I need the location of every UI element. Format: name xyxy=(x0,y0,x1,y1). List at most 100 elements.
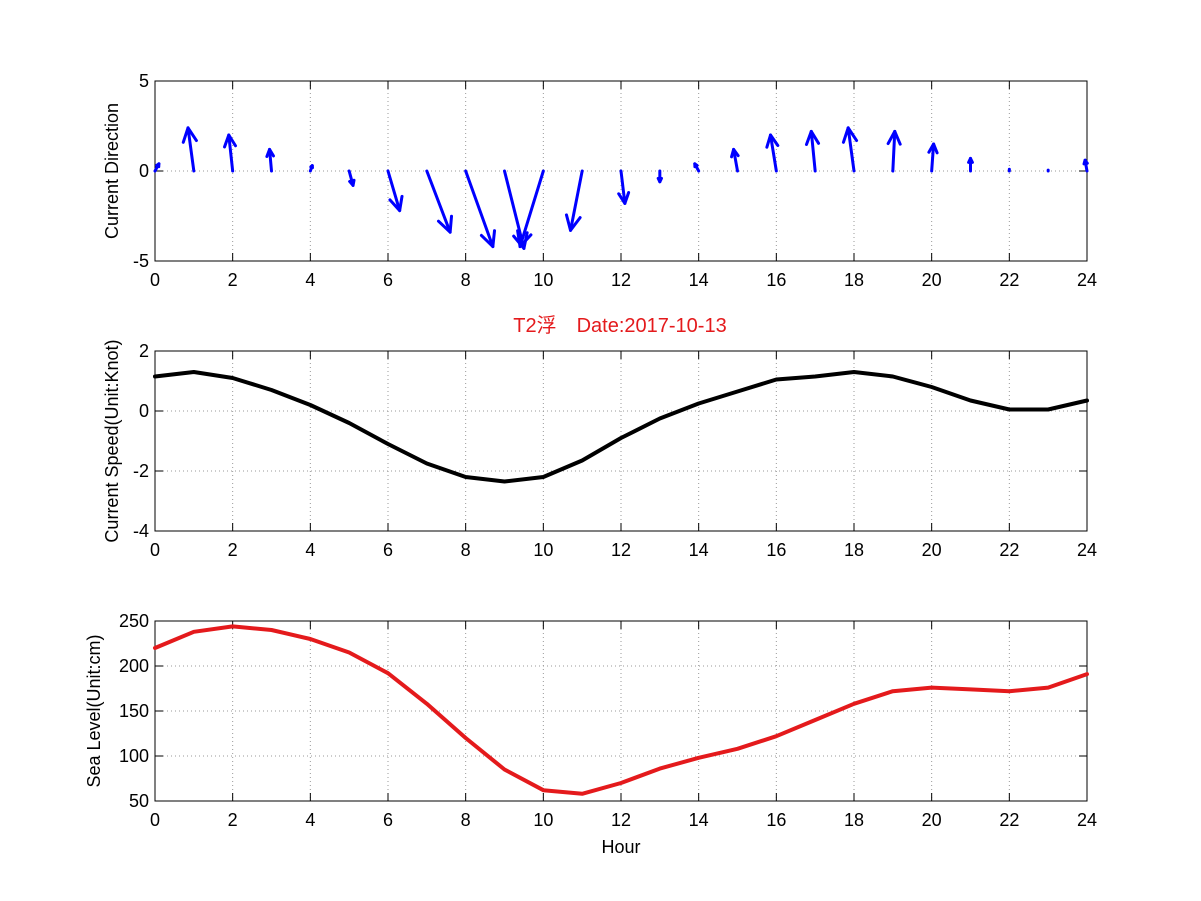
quiver-arrow-head xyxy=(927,142,939,155)
quiver-arrow-shaft xyxy=(809,129,817,173)
y-axis-label: Current Direction xyxy=(102,103,122,239)
x-tick-label: 4 xyxy=(305,810,315,830)
quiver-arrow xyxy=(693,162,701,173)
quiver-arrow-shaft xyxy=(846,126,856,173)
x-tick-label: 20 xyxy=(922,810,942,830)
x-tick-label: 20 xyxy=(922,540,942,560)
quiver-arrow-shaft xyxy=(227,133,235,173)
x-tick-label: 22 xyxy=(999,270,1019,290)
quiver-arrow-head xyxy=(309,164,314,170)
quiver-arrow-head xyxy=(265,147,275,159)
quiver-arrow-head xyxy=(804,129,821,146)
x-tick-label: 24 xyxy=(1077,810,1097,830)
quiver-arrow-head xyxy=(765,133,780,149)
quiver-arrow-shaft xyxy=(425,169,452,234)
x-tick-label: 14 xyxy=(689,810,709,830)
x-tick-label: 24 xyxy=(1077,270,1097,290)
quiver-arrow-head xyxy=(1082,158,1089,166)
quiver-arrow xyxy=(516,169,545,249)
quiver-arrow-shaft xyxy=(518,169,545,249)
quiver-arrow xyxy=(730,147,740,173)
x-tick-label: 8 xyxy=(461,810,471,830)
data-marks xyxy=(153,126,1089,796)
y-tick-label: 0 xyxy=(139,401,149,421)
y-tick-label: 250 xyxy=(119,611,149,631)
quiver-arrow xyxy=(308,164,314,173)
y-tick-label: 5 xyxy=(139,71,149,91)
x-tick-label: 0 xyxy=(150,810,160,830)
y-tick-label: 2 xyxy=(139,341,149,361)
x-tick-label: 6 xyxy=(383,270,393,290)
x-tick-label: 8 xyxy=(461,270,471,290)
y-tick-label: 200 xyxy=(119,656,149,676)
x-axis-label: Hour xyxy=(601,837,640,857)
quiver-arrow xyxy=(1082,158,1089,173)
x-tick-label: 22 xyxy=(999,540,1019,560)
quiver-arrow-head xyxy=(967,156,974,164)
quiver-arrow-shaft xyxy=(386,169,402,213)
quiver-arrow xyxy=(386,169,404,213)
y-tick-label: 0 xyxy=(139,161,149,181)
x-tick-label: 2 xyxy=(228,810,238,830)
quiver-arrow-shaft xyxy=(619,169,627,205)
quiver-arrow xyxy=(927,142,939,173)
series-line-3 xyxy=(153,624,1089,796)
series-line-2 xyxy=(153,370,1089,484)
quiver-arrow-shaft xyxy=(186,126,196,173)
x-tick-label: 0 xyxy=(150,540,160,560)
y-tick-label: 100 xyxy=(119,746,149,766)
quiver-arrow xyxy=(564,169,584,232)
x-tick-label: 16 xyxy=(766,270,786,290)
quiver-arrow xyxy=(181,126,198,173)
x-tick-label: 6 xyxy=(383,810,393,830)
y-tick-label: 150 xyxy=(119,701,149,721)
x-tick-label: 16 xyxy=(766,810,786,830)
x-tick-label: 12 xyxy=(611,540,631,560)
quiver-arrow-head xyxy=(155,162,161,169)
y-axis-label: Sea Level(Unit:cm) xyxy=(84,634,104,787)
x-tick-label: 24 xyxy=(1077,540,1097,560)
quiver-arrow-shaft xyxy=(732,147,739,173)
quiver-arrow-head xyxy=(437,214,454,234)
y-tick-label: -2 xyxy=(133,461,149,481)
quiver-arrow-shaft xyxy=(769,133,778,173)
x-tick-label: 2 xyxy=(228,270,238,290)
quiver-arrow xyxy=(886,129,902,173)
quiver-arrow xyxy=(464,169,497,249)
x-tick-label: 12 xyxy=(611,810,631,830)
quiver-arrow xyxy=(656,169,663,184)
quiver-arrow xyxy=(347,169,356,187)
chart-title: T2浮 Date:2017-10-13 xyxy=(513,314,726,337)
x-tick-label: 0 xyxy=(150,270,160,290)
x-tick-label: 22 xyxy=(999,810,1019,830)
quiver-arrow xyxy=(804,129,821,173)
quiver-arrow-head xyxy=(841,126,859,144)
quiver-arrow-head xyxy=(693,162,699,169)
quiver-arrow-shaft xyxy=(503,169,526,250)
x-tick-label: 10 xyxy=(533,810,553,830)
x-tick-label: 14 xyxy=(689,540,709,560)
x-tick-label: 4 xyxy=(305,270,315,290)
quiver-arrow-head xyxy=(223,133,237,149)
x-tick-label: 12 xyxy=(611,270,631,290)
quiver-arrow xyxy=(425,169,454,234)
quiver-arrow xyxy=(617,169,631,205)
x-tick-label: 20 xyxy=(922,270,942,290)
quiver-arrow xyxy=(967,156,974,173)
x-tick-label: 14 xyxy=(689,270,709,290)
quiver-arrow-head xyxy=(656,176,663,184)
quiver-arrow xyxy=(223,133,237,173)
quiver-arrow-head xyxy=(479,229,497,249)
x-tick-label: 18 xyxy=(844,810,864,830)
y-tick-label: 50 xyxy=(129,791,149,811)
quiver-arrow-shaft xyxy=(464,169,495,249)
x-tick-label: 2 xyxy=(228,540,238,560)
quiver-arrow xyxy=(765,133,780,173)
x-tick-label: 8 xyxy=(461,540,471,560)
quiver-arrow-head xyxy=(730,147,740,159)
quiver-arrow xyxy=(153,162,161,173)
x-tick-label: 10 xyxy=(533,540,553,560)
quiver-arrow-head xyxy=(617,191,631,205)
